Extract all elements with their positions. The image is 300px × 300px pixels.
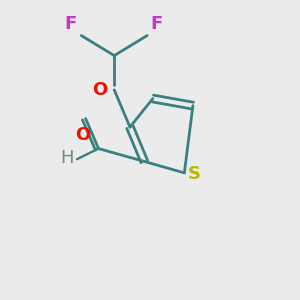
Text: F: F — [65, 15, 77, 33]
Text: O: O — [92, 81, 107, 99]
Text: S: S — [188, 165, 201, 183]
Text: O: O — [75, 126, 90, 144]
Text: F: F — [151, 15, 163, 33]
Text: H: H — [60, 149, 74, 167]
